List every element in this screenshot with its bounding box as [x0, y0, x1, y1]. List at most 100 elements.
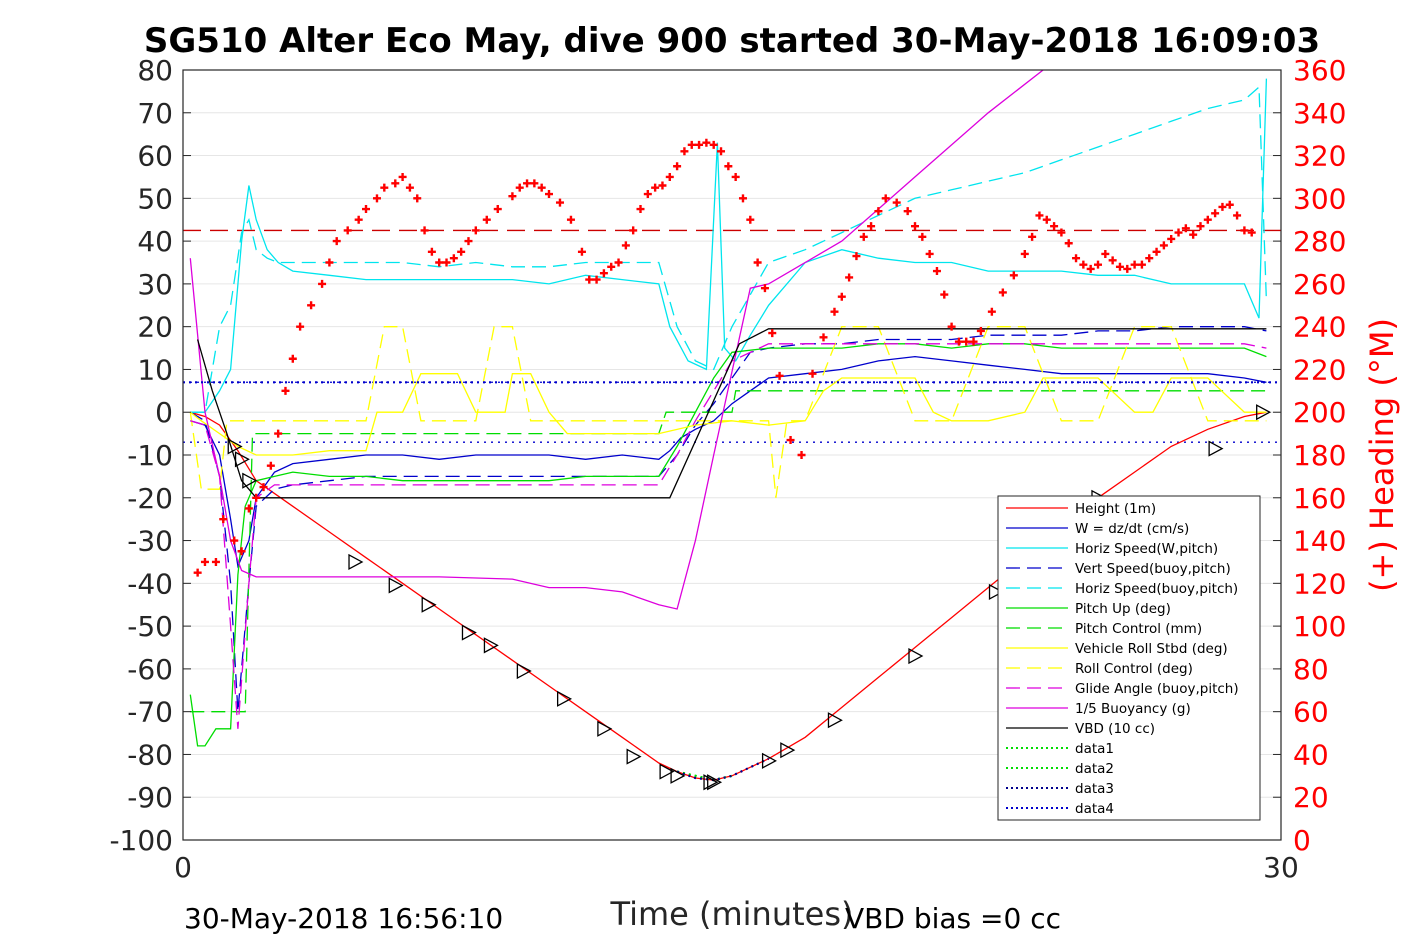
y-axis-right: 3603403203002802602402202001801601401201… [1273, 54, 1346, 857]
heading-marker [555, 198, 564, 207]
y-tick-label: -90 [127, 781, 173, 814]
footer-timestamp: 30-May-2018 16:56:10 [184, 902, 503, 935]
heading-marker [687, 140, 696, 149]
heading-marker [808, 369, 817, 378]
heading-marker [1189, 230, 1198, 239]
heading-marker [405, 183, 414, 192]
vbd-marker [626, 748, 642, 765]
y2-tick-label: 280 [1293, 225, 1346, 258]
series-line-horiz-speed-w-pitch- [190, 78, 1268, 413]
series-line-vehicle-roll-stbd-deg- [189, 373, 1267, 456]
y-tick-label: 40 [137, 225, 173, 258]
heading-marker [665, 172, 674, 181]
heading-marker [1072, 254, 1081, 263]
heading-marker [413, 194, 422, 203]
vbd-marker [421, 596, 437, 613]
y2-tick-label: 160 [1293, 482, 1346, 515]
heading-marker [307, 301, 316, 310]
heading-marker [1028, 232, 1037, 241]
heading-marker [471, 226, 480, 235]
y-tick-label: -70 [127, 696, 173, 729]
x-axis-label: Time (minutes) [610, 895, 854, 933]
heading-marker [636, 205, 645, 214]
heading-marker [252, 493, 261, 502]
heading-marker [1203, 215, 1212, 224]
heading-marker [731, 172, 740, 181]
y-tick-label: 80 [137, 54, 173, 87]
vbd-marker [242, 472, 258, 489]
heading-marker [643, 190, 652, 199]
heading-marker [325, 258, 334, 267]
series-line-vbd-10-cc- [196, 328, 1267, 499]
y2-tick-label: 360 [1293, 54, 1346, 87]
heading-marker [237, 547, 246, 556]
vbd-marker [234, 451, 250, 468]
heading-marker [523, 179, 532, 188]
series-line-w-dz-dt-cm-s- [190, 355, 1267, 569]
heading-marker [1079, 260, 1088, 269]
heading-marker [845, 273, 854, 282]
series-line-1-5-buoyancy-g- [189, 70, 1044, 610]
legend: Height (1m) W = dz/dt (cm/s) Horiz Speed(W… [997, 495, 1261, 821]
y2-tick-label: 320 [1293, 140, 1346, 173]
heading-marker [577, 247, 586, 256]
heading-marker [786, 436, 795, 445]
y-tick-label: 30 [137, 268, 173, 301]
vbd-marker [388, 577, 404, 594]
legend-label: Glide Angle (buoy,pitch) [1075, 681, 1239, 697]
heading-marker [724, 162, 733, 171]
heading-marker [830, 307, 839, 316]
heading-marker [976, 326, 985, 335]
vbd-marker [483, 637, 499, 654]
heading-marker [753, 258, 762, 267]
heading-marker [819, 333, 828, 342]
heading-marker [1009, 271, 1018, 280]
legend-label: Vert Speed(buoy,pitch) [1075, 561, 1231, 577]
y-tick-label: -50 [127, 610, 173, 643]
heading-marker [768, 329, 777, 338]
legend-label: Vehicle Roll Stbd (deg) [1075, 641, 1228, 657]
vbd-marker [988, 583, 1004, 600]
heading-marker [1123, 264, 1132, 273]
vbd-marker [597, 720, 613, 737]
heading-marker [1064, 239, 1073, 248]
heading-marker [629, 226, 638, 235]
y-tick-label: 60 [137, 140, 173, 173]
vbd-marker [227, 438, 243, 455]
heading-marker [585, 275, 594, 284]
vbd-marker [348, 553, 364, 571]
heading-marker [362, 205, 370, 214]
y-tick-label: 10 [137, 353, 173, 386]
heading-marker [566, 215, 575, 224]
heading-marker [947, 322, 956, 331]
heading-marker [515, 183, 524, 192]
heading-marker [420, 226, 429, 235]
heading-marker [1247, 228, 1256, 237]
y2-tick-label: 340 [1293, 97, 1346, 130]
legend-label: Pitch Control (mm) [1075, 621, 1202, 637]
heading-marker [867, 222, 876, 231]
heading-marker [746, 215, 755, 224]
heading-marker [954, 337, 963, 346]
heading-marker [709, 140, 718, 149]
legend-label: Horiz Speed(buoy,pitch) [1075, 581, 1238, 597]
y-tick-label: -20 [127, 482, 173, 515]
heading-marker [962, 337, 971, 346]
vbd-marker [461, 624, 477, 641]
heading-marker [354, 215, 363, 224]
heading-marker [380, 183, 389, 192]
heading-marker [673, 162, 682, 171]
vbd-marker [516, 662, 532, 680]
heading-marker [1108, 256, 1117, 265]
heading-marker [219, 515, 228, 524]
legend-label: Roll Control (deg) [1075, 661, 1193, 677]
heading-marker [760, 284, 769, 293]
heading-marker [1218, 202, 1227, 211]
heading-marker [1035, 211, 1044, 220]
vbd-marker [703, 774, 719, 791]
heading-marker [874, 207, 883, 216]
heading-marker [200, 557, 209, 566]
heading-marker [435, 258, 444, 267]
heading-marker [1137, 260, 1146, 269]
